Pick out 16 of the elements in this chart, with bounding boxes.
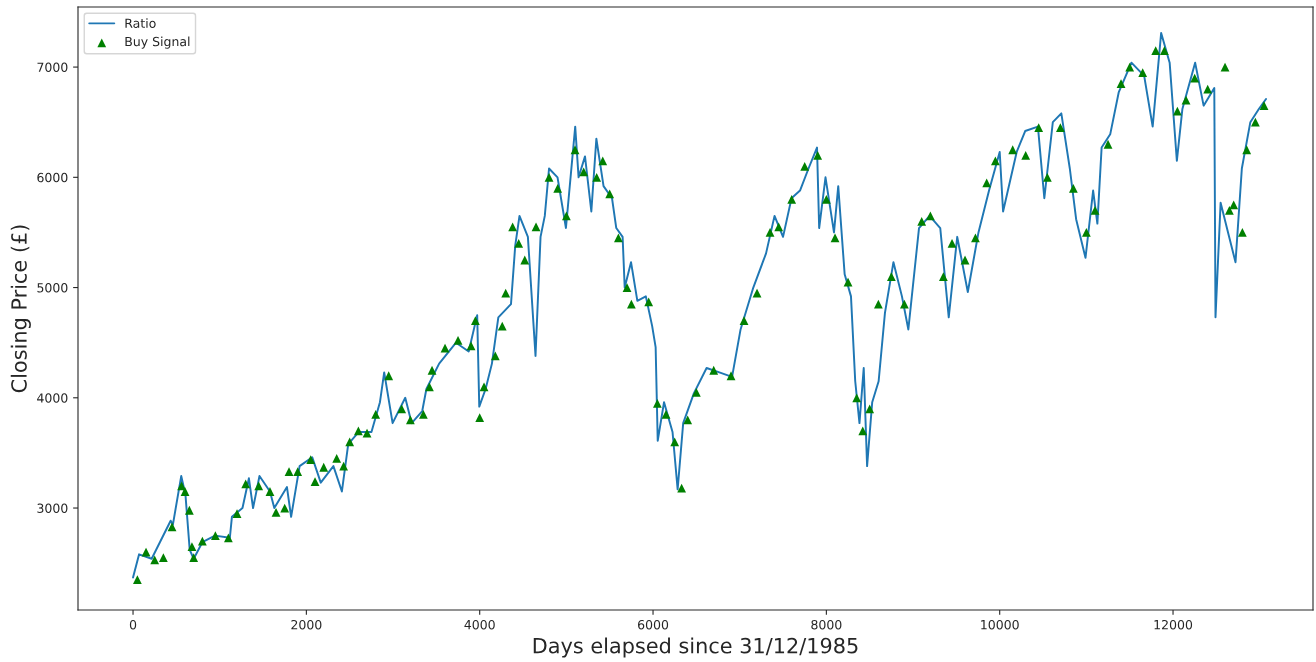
- x-tick-label: 6000: [638, 619, 669, 630]
- x-tick-label: 2000: [291, 619, 322, 630]
- x-axis-title: Days elapsed since 31/12/1985: [533, 637, 858, 658]
- x-tick-label: 10000: [981, 619, 1019, 630]
- x-tick-label: 12000: [1154, 619, 1193, 630]
- legend-label: Ratio: [125, 18, 156, 28]
- x-tick-label: 0: [129, 619, 137, 630]
- x-tick-label: 8000: [811, 619, 842, 630]
- y-tick-label: 6000: [37, 172, 68, 183]
- y-tick-label: 7000: [37, 62, 68, 73]
- y-tick-label: 3000: [37, 503, 68, 513]
- y-tick-label: 5000: [37, 283, 68, 293]
- y-tick-label: 4000: [37, 393, 68, 403]
- legend-label: Buy Signal: [125, 36, 190, 49]
- y-axis-title: Closing Price (£): [10, 225, 31, 393]
- x-tick-label: 4000: [464, 619, 495, 630]
